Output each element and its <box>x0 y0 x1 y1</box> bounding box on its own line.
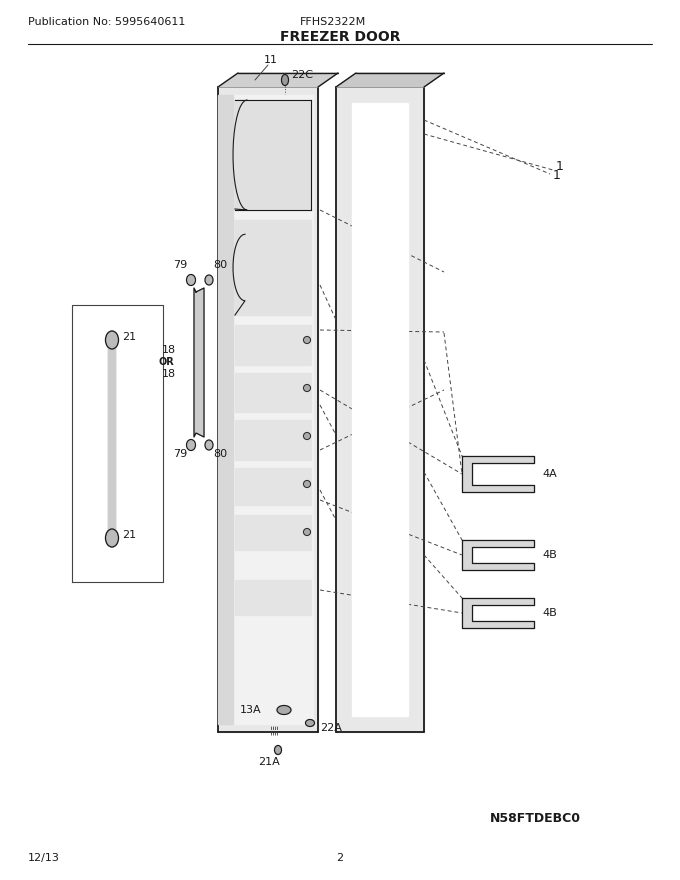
Text: Publication No: 5995640611: Publication No: 5995640611 <box>28 17 186 27</box>
Circle shape <box>303 336 311 343</box>
Text: 18: 18 <box>162 345 176 355</box>
Text: 22A: 22A <box>320 723 342 733</box>
Text: N58FTDEBC0: N58FTDEBC0 <box>490 811 581 825</box>
Text: 13A: 13A <box>240 705 262 715</box>
Ellipse shape <box>186 275 196 285</box>
Text: OR: OR <box>158 357 174 367</box>
Text: FFHS2322M: FFHS2322M <box>300 17 367 27</box>
Polygon shape <box>235 468 311 505</box>
Text: 79: 79 <box>173 449 187 459</box>
Polygon shape <box>235 420 311 460</box>
Circle shape <box>303 385 311 392</box>
Polygon shape <box>336 87 424 732</box>
Polygon shape <box>233 100 247 210</box>
Text: 2: 2 <box>337 853 343 863</box>
Text: 4B: 4B <box>542 550 557 560</box>
Polygon shape <box>235 373 311 412</box>
Ellipse shape <box>186 439 196 451</box>
Text: FREEZER DOOR: FREEZER DOOR <box>279 30 401 44</box>
Polygon shape <box>462 598 534 628</box>
Text: 21: 21 <box>122 530 136 540</box>
Text: 80: 80 <box>213 449 227 459</box>
Polygon shape <box>218 95 233 724</box>
Text: 4A: 4A <box>542 469 557 479</box>
Polygon shape <box>235 325 311 365</box>
Ellipse shape <box>205 440 213 450</box>
Circle shape <box>303 529 311 536</box>
Text: 1: 1 <box>556 159 564 172</box>
Ellipse shape <box>282 75 288 85</box>
Polygon shape <box>233 95 313 724</box>
Text: 18: 18 <box>162 369 176 379</box>
Text: 79: 79 <box>173 260 187 270</box>
Polygon shape <box>462 540 534 570</box>
Polygon shape <box>233 220 245 315</box>
Polygon shape <box>235 220 311 315</box>
Ellipse shape <box>205 275 213 285</box>
Polygon shape <box>194 288 204 437</box>
Ellipse shape <box>277 706 291 715</box>
Circle shape <box>303 480 311 488</box>
Polygon shape <box>235 580 311 615</box>
Polygon shape <box>218 87 318 732</box>
Polygon shape <box>352 103 408 716</box>
Text: 80: 80 <box>213 260 227 270</box>
Polygon shape <box>218 73 338 87</box>
Polygon shape <box>235 515 311 550</box>
Circle shape <box>303 432 311 439</box>
Text: 22C: 22C <box>291 70 313 80</box>
Text: 21A: 21A <box>258 757 279 767</box>
Ellipse shape <box>105 529 118 547</box>
Ellipse shape <box>105 331 118 349</box>
Text: 12/13: 12/13 <box>28 853 60 863</box>
Polygon shape <box>108 347 115 530</box>
Text: 11: 11 <box>264 55 278 65</box>
Text: 21: 21 <box>122 332 136 342</box>
Polygon shape <box>336 73 444 87</box>
Polygon shape <box>235 100 311 210</box>
Ellipse shape <box>305 720 314 727</box>
Ellipse shape <box>275 745 282 754</box>
Polygon shape <box>462 456 534 492</box>
Text: 1: 1 <box>553 168 561 181</box>
Text: 4B: 4B <box>542 608 557 618</box>
